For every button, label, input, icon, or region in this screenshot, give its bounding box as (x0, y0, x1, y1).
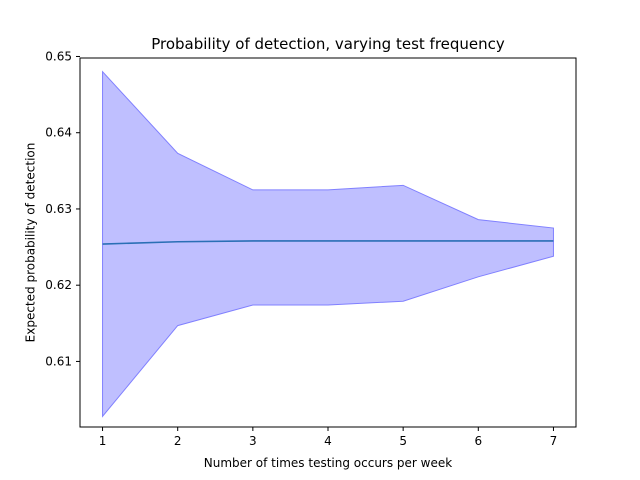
x-tick-label: 6 (474, 434, 482, 448)
x-tick-label: 3 (249, 434, 257, 448)
chart-title: Probability of detection, varying test f… (151, 35, 505, 53)
y-tick-label: 0.61 (45, 354, 72, 368)
x-tick-label: 4 (324, 434, 332, 448)
x-tick-label: 5 (399, 434, 407, 448)
y-axis-label: Expected probability of detection (24, 143, 38, 343)
x-axis-ticks: 1 2 3 4 5 6 7 (99, 427, 558, 448)
y-tick-label: 0.65 (45, 49, 72, 63)
series-line-0 (102, 240, 554, 245)
confidence-band-layer (102, 70, 554, 418)
y-axis-ticks: 0.61 0.62 0.63 0.64 0.65 (45, 49, 80, 368)
y-tick-label: 0.64 (45, 126, 72, 140)
x-tick-label: 2 (174, 434, 182, 448)
x-tick-label: 1 (99, 434, 107, 448)
confidence-band (102, 70, 554, 418)
x-tick-label: 7 (550, 434, 558, 448)
y-tick-label: 0.62 (45, 278, 72, 292)
x-axis-label: Number of times testing occurs per week (204, 456, 452, 470)
series-line-layer (102, 240, 554, 245)
y-tick-label: 0.63 (45, 202, 72, 216)
